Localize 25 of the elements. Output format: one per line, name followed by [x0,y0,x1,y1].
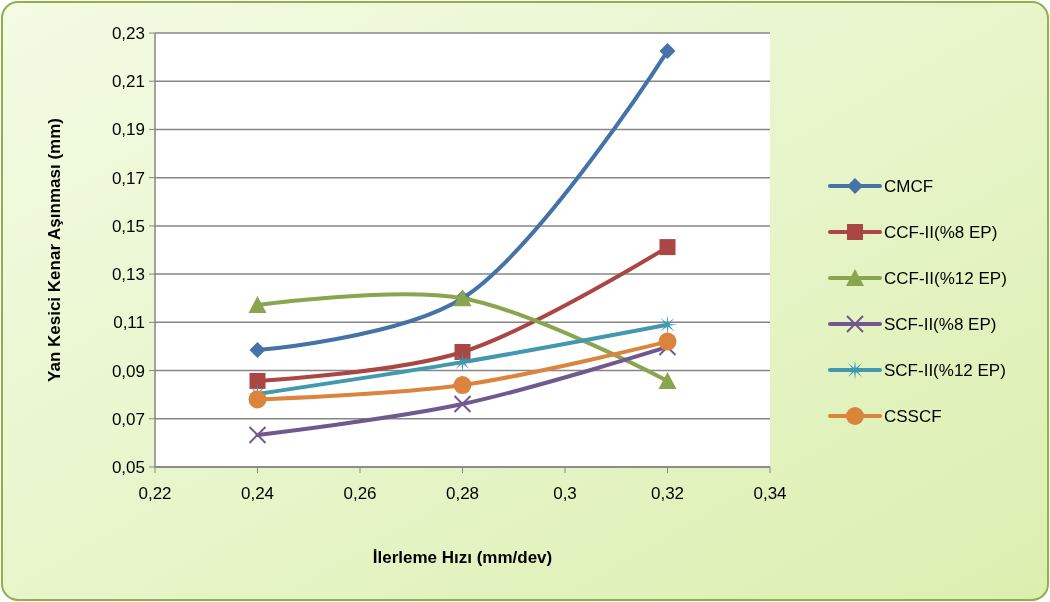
x-tick-label: 0,22 [138,484,172,503]
x-tick-label: 0,34 [753,484,787,503]
x-tick-label: 0,28 [445,484,480,503]
x-tick-label: 0,32 [650,484,685,503]
y-tick-label: 0,07 [111,409,145,429]
x-axis-title: İlerleme Hızı (mm/dev) [372,548,553,567]
legend-label: SCF-II(%8 EP) [884,314,997,334]
y-axis-title: Yan Kesici Kenar Aşınması (mm) [45,118,64,382]
y-tick-label: 0,23 [111,23,145,43]
legend-label: CSSCF [884,406,942,426]
legend-label: CCF-II(%8 EP) [884,222,998,242]
legend-label: CCF-II(%12 EP) [884,268,1007,288]
x-tick-label: 0,24 [240,484,275,503]
x-tick-label: 0,3 [553,484,577,503]
x-tick-label: 0,26 [343,484,377,503]
y-tick-label: 0,15 [111,216,145,236]
y-tick-label: 0,13 [111,265,145,285]
legend-label: SCF-II(%12 EP) [884,360,1006,380]
y-tick-label: 0,05 [111,457,145,477]
y-tick-label: 0,17 [111,168,145,188]
y-tick-label: 0,21 [111,72,145,92]
y-tick-label: 0,19 [111,120,145,140]
y-tick-label: 0,09 [111,361,145,381]
legend-label: CMCF [884,176,934,196]
y-tick-label: 0,11 [113,313,145,333]
